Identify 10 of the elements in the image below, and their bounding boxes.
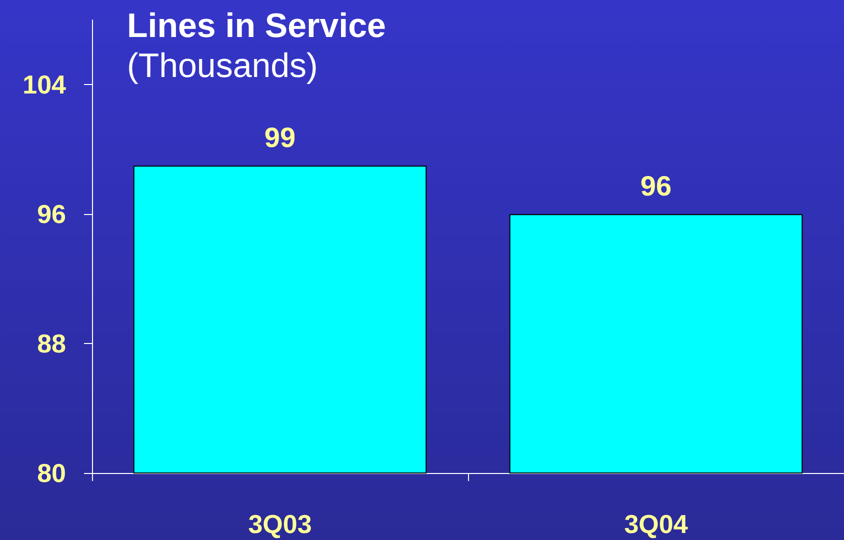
- x-tick-label: 3Q03: [248, 509, 312, 539]
- chart-title: Lines in Service: [127, 7, 386, 45]
- y-tick-label: 96: [37, 199, 66, 230]
- x-tick-label: 3Q04: [624, 509, 688, 539]
- y-tick-label: 104: [22, 70, 67, 100]
- text: (Thousands): [127, 47, 318, 85]
- y-tick-label: 88: [37, 328, 66, 359]
- y-tick-label: 80: [37, 458, 66, 488]
- data-label: 99: [264, 122, 296, 154]
- data-label: 96: [640, 170, 672, 202]
